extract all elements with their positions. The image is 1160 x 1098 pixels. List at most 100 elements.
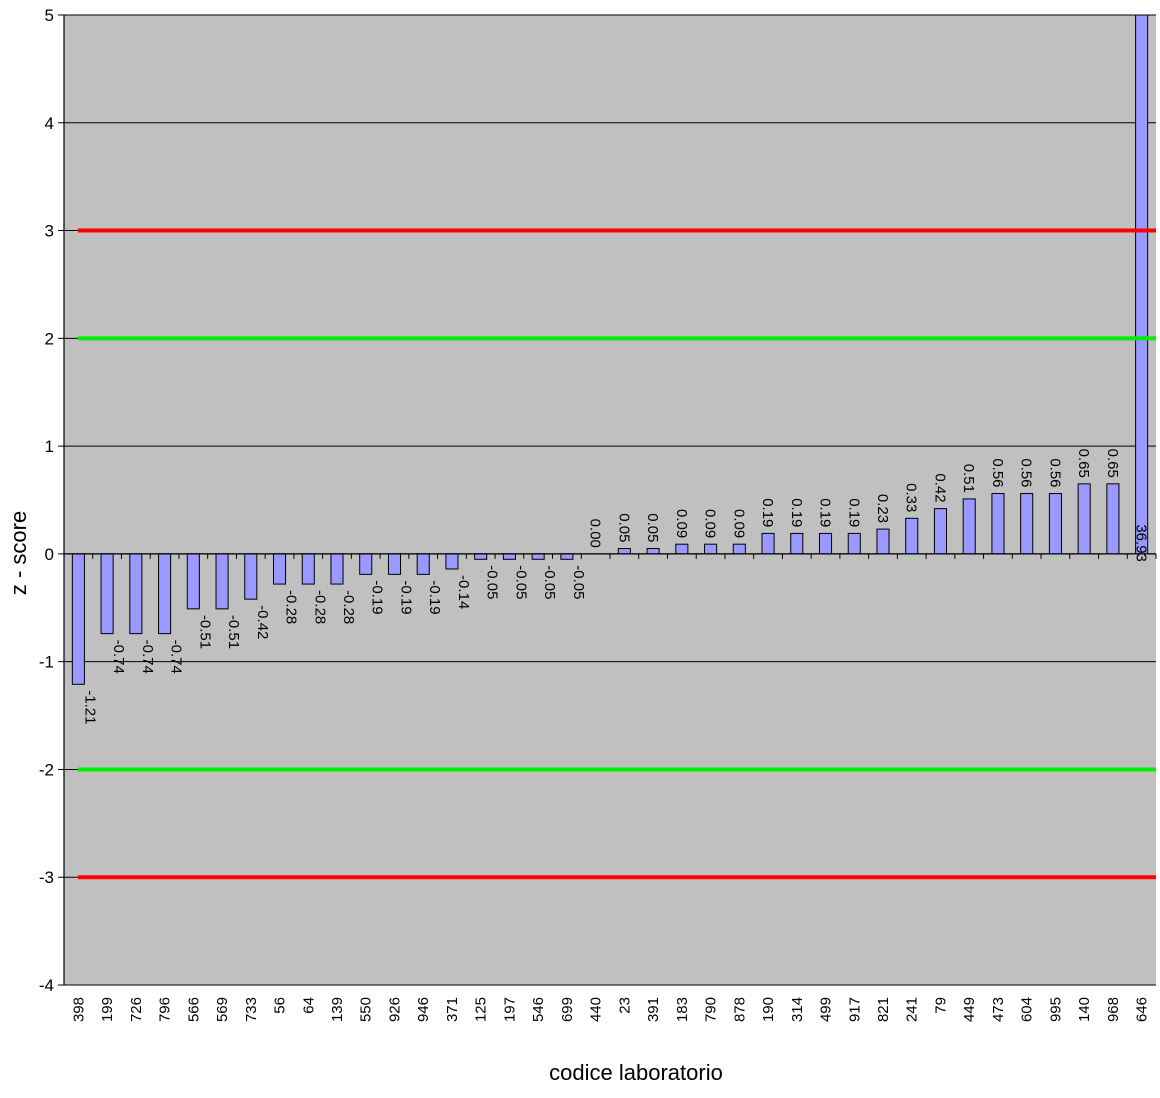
y-tick-label: -2	[39, 760, 54, 779]
x-tick-label: 546	[530, 997, 547, 1022]
x-tick-label: 140	[1076, 997, 1093, 1022]
bar	[1048, 493, 1062, 555]
data-label: -0.05	[541, 565, 558, 599]
data-label: 0.09	[702, 509, 719, 538]
bar	[933, 508, 948, 555]
data-label: -0.05	[570, 565, 587, 599]
bar	[905, 517, 919, 555]
bar	[617, 548, 631, 555]
data-label: 0.56	[1018, 458, 1035, 487]
bar	[790, 532, 804, 555]
data-label: 0.56	[989, 458, 1006, 487]
bar	[761, 532, 775, 555]
bar	[1077, 483, 1091, 555]
x-tick-label: 699	[559, 997, 576, 1022]
x-tick-label: 139	[329, 997, 346, 1022]
bar	[675, 543, 689, 555]
y-tick-label: 4	[45, 114, 54, 133]
bar	[359, 553, 373, 575]
x-tick-label: 926	[386, 997, 403, 1022]
x-tick-label: 499	[818, 997, 835, 1022]
x-tick-label: 726	[128, 997, 145, 1022]
bar	[416, 553, 430, 575]
data-label: 0.19	[817, 498, 834, 527]
data-label: -0.42	[254, 605, 271, 639]
bar	[387, 553, 402, 575]
data-label: -1.21	[81, 690, 98, 724]
bar	[158, 553, 172, 635]
x-tick-label: 566	[185, 997, 202, 1022]
x-tick-label: 190	[760, 997, 777, 1022]
bar	[732, 543, 746, 555]
bar	[474, 553, 488, 560]
x-tick-label: 733	[243, 997, 260, 1022]
bar	[215, 553, 229, 610]
data-label: 0.56	[1046, 458, 1063, 487]
x-axis-title: codice laboratorio	[549, 1060, 723, 1085]
bar	[244, 553, 258, 600]
data-label: 0.05	[644, 513, 661, 542]
x-tick-label: 241	[904, 997, 921, 1022]
bar	[272, 553, 287, 585]
x-tick-label: 646	[1134, 997, 1151, 1022]
data-label: 36.93	[1133, 524, 1150, 562]
bar	[560, 553, 574, 560]
bar	[847, 532, 861, 555]
x-tick-label: 796	[157, 997, 174, 1022]
data-label: 0.00	[587, 519, 604, 548]
bar	[1135, 14, 1149, 555]
bar	[818, 532, 833, 555]
x-tick-label: 995	[1047, 997, 1064, 1022]
bar	[962, 498, 976, 555]
data-label: -0.74	[139, 640, 156, 674]
x-tick-label: 391	[645, 997, 662, 1022]
y-axis-title: z - score	[6, 511, 31, 595]
x-tick-label: 473	[990, 997, 1007, 1022]
data-label: -0.51	[225, 615, 242, 649]
data-label: 0.19	[788, 498, 805, 527]
x-tick-label: 550	[358, 997, 375, 1022]
bar	[186, 553, 200, 610]
bar	[1106, 483, 1120, 555]
data-label: -0.74	[110, 640, 127, 674]
x-tick-label: 604	[1019, 997, 1036, 1022]
y-tick-label: -4	[39, 976, 54, 995]
x-tick-label: 314	[789, 997, 806, 1022]
x-tick-label: 790	[703, 997, 720, 1022]
x-tick-label: 968	[1105, 997, 1122, 1022]
y-tick-label: 0	[45, 545, 54, 564]
data-label: -0.28	[340, 590, 357, 624]
y-tick-label: 3	[45, 222, 54, 241]
bars	[71, 14, 1149, 685]
data-label: -0.28	[311, 590, 328, 624]
bar	[71, 553, 85, 685]
x-tick-label: 946	[415, 997, 432, 1022]
x-tick-label: 398	[70, 997, 87, 1022]
data-label: -0.19	[397, 580, 414, 614]
data-label: 0.51	[960, 464, 977, 493]
data-label: -0.28	[283, 590, 300, 624]
bar	[445, 553, 459, 570]
axes	[58, 14, 1157, 986]
data-label: 0.23	[874, 494, 891, 523]
x-tick-labels: 398 199 726 796 566 569 733 56 64 139 550 926 946 371…	[70, 997, 1150, 1022]
bar	[129, 553, 143, 635]
x-tick-label: 569	[214, 997, 231, 1022]
data-label: 0.05	[615, 513, 632, 542]
bar	[100, 553, 114, 635]
data-label: 0.19	[845, 498, 862, 527]
y-tick-labels: -4 -3 -2 -1 0 1 2 3 4 5	[39, 6, 54, 995]
bar	[646, 548, 660, 555]
x-tick-label: 449	[961, 997, 978, 1022]
data-label: -0.51	[196, 615, 213, 649]
y-tick-label: 5	[45, 6, 54, 25]
data-label: -0.14	[455, 575, 472, 609]
bar	[330, 553, 344, 585]
data-label: -0.19	[369, 580, 386, 614]
y-tick-label: 1	[45, 437, 54, 456]
x-tick-label: 23	[616, 997, 633, 1014]
bar	[991, 493, 1005, 555]
bar	[301, 553, 315, 585]
y-tick-label: 2	[45, 329, 54, 348]
